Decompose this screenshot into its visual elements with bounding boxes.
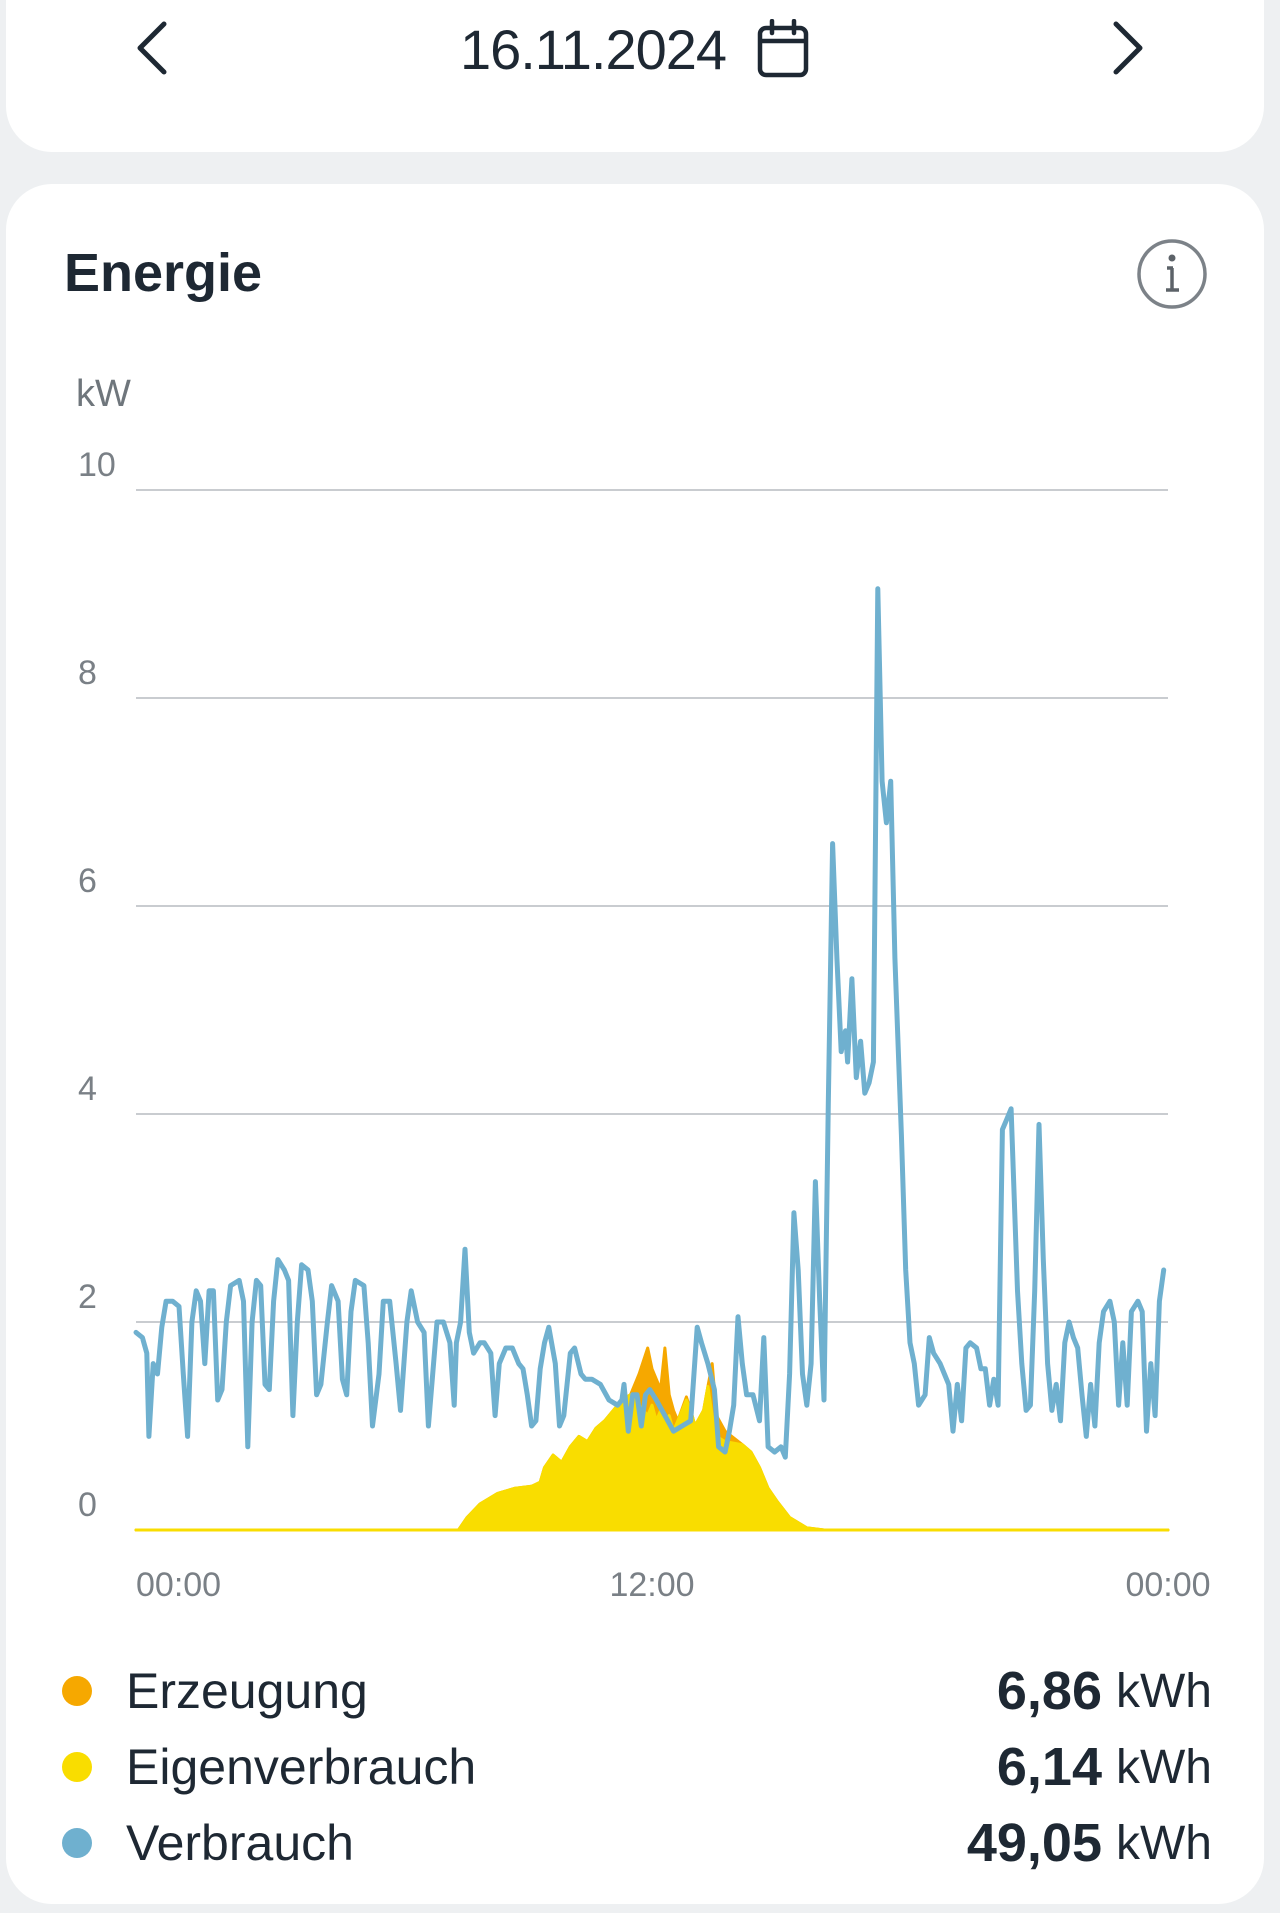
date-navigation-bar: 16.11.2024 <box>6 0 1264 152</box>
calendar-icon[interactable] <box>756 19 810 79</box>
legend-dot <box>62 1676 92 1706</box>
legend-label: Erzeugung <box>126 1663 368 1719</box>
chart-series <box>133 586 1170 1532</box>
series-verbrauch-line <box>133 586 1167 1460</box>
y-tick-label: 0 <box>78 1486 97 1524</box>
legend-value: 6,14 <box>996 1737 1102 1797</box>
chevron-right-icon <box>1113 21 1143 75</box>
energy-chart: kW 0 2 4 6 8 10 00:00 12:00 00:00 <box>76 373 1211 1604</box>
y-tick-label: 6 <box>78 862 97 900</box>
y-axis-label: kW <box>76 373 131 415</box>
y-tick-label: 4 <box>78 1070 97 1108</box>
x-axis: 00:00 12:00 00:00 <box>136 1566 1211 1604</box>
chart-grid: 0 2 4 6 8 10 <box>78 446 1168 1531</box>
series-eigenverbrauch-area <box>134 1385 1170 1532</box>
legend-dot <box>62 1752 92 1782</box>
y-tick-label: 8 <box>78 654 97 692</box>
x-tick-label: 00:00 <box>136 1566 221 1604</box>
legend-label: Verbrauch <box>126 1815 354 1871</box>
legend-item-verbrauch: Verbrauch 49,05 kWh <box>62 1808 1212 1878</box>
legend-unit: kWh <box>1116 1816 1212 1870</box>
y-tick-label: 2 <box>78 1278 97 1316</box>
selected-date: 16.11.2024 <box>459 17 727 81</box>
legend-unit: kWh <box>1116 1664 1212 1718</box>
x-tick-label: 12:00 <box>609 1566 694 1604</box>
chevron-left-icon <box>137 21 167 75</box>
legend-dot <box>62 1828 92 1858</box>
legend-label: Eigenverbrauch <box>126 1739 477 1795</box>
info-icon[interactable] <box>1136 238 1208 310</box>
legend-value: 49,05 <box>966 1813 1102 1873</box>
card-title: Energie <box>64 243 263 303</box>
date-picker[interactable]: 16.11.2024 <box>6 14 1264 84</box>
x-tick-label: 00:00 <box>1125 1566 1210 1604</box>
legend-item-eigenverbrauch: Eigenverbrauch 6,14 kWh <box>62 1732 1212 1802</box>
previous-day-button[interactable] <box>120 16 184 80</box>
next-day-button[interactable] <box>1096 16 1160 80</box>
legend-item-erzeugung: Erzeugung 6,86 kWh <box>62 1656 1212 1726</box>
legend-unit: kWh <box>1116 1740 1212 1794</box>
y-tick-label: 10 <box>78 446 116 484</box>
energy-card: Energie kW 0 2 4 6 8 10 00:00 12:00 00:00 Erzeu… <box>6 184 1264 1904</box>
legend-value: 6,86 <box>996 1661 1102 1721</box>
